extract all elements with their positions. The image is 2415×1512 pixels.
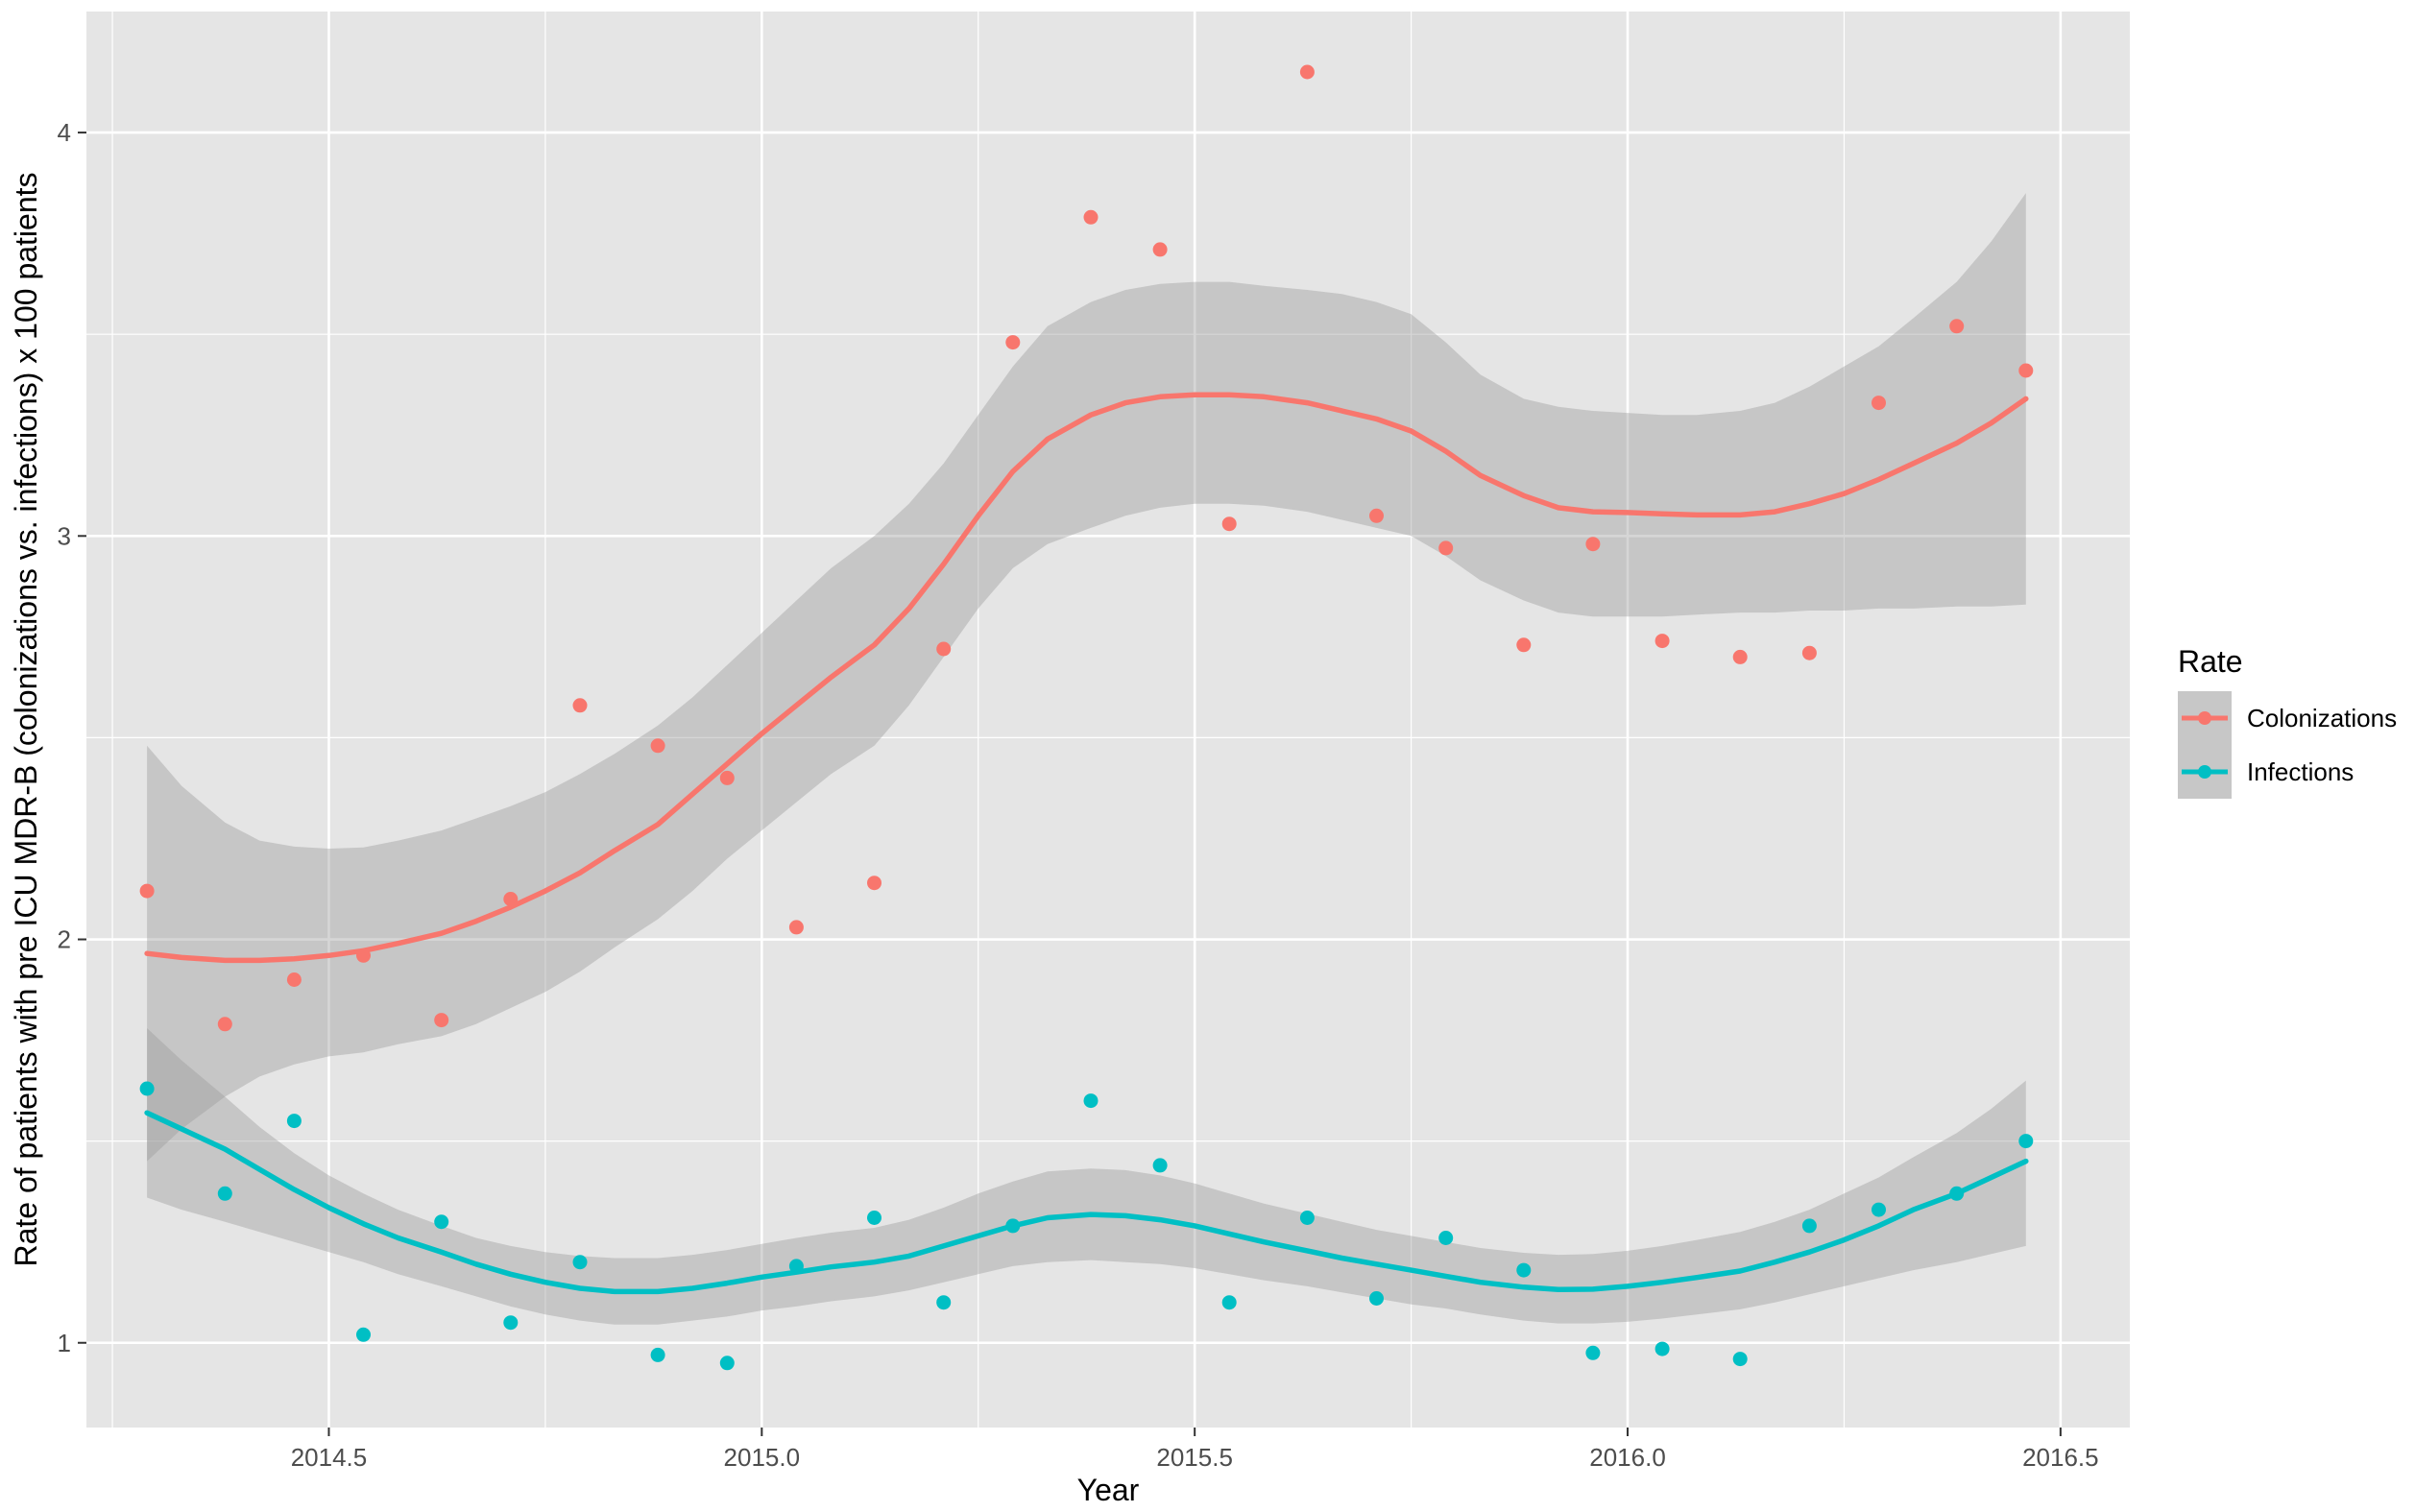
data-point-series-1 (1221, 1295, 1237, 1310)
data-point-series-1 (1438, 1231, 1454, 1245)
data-point-series-0 (286, 972, 302, 987)
data-point-series-1 (650, 1347, 665, 1362)
x-tick-label: 2016.5 (2022, 1443, 2099, 1472)
legend-key-point (2198, 765, 2211, 779)
data-point-series-1 (1585, 1345, 1601, 1360)
data-point-series-1 (572, 1255, 588, 1270)
data-point-series-0 (1654, 634, 1670, 649)
data-point-series-1 (217, 1186, 232, 1201)
data-point-series-1 (1083, 1093, 1099, 1109)
legend-label: Infections (2247, 757, 2354, 786)
y-tick-label: 2 (58, 925, 71, 954)
legend-keys: Colonizations Infections (2178, 691, 2397, 799)
data-point-series-0 (217, 1017, 232, 1032)
legend-key-point (2198, 711, 2211, 725)
x-axis-ticks: 2014.5 2015.0 2015.5 2016.0 2016.5 (291, 1428, 2099, 1472)
x-tick-label: 2014.5 (291, 1443, 368, 1472)
smooth-line-series-1 (144, 1110, 2029, 1295)
data-point-series-1 (1654, 1341, 1670, 1356)
data-point-series-0 (1369, 508, 1384, 523)
data-point-series-1 (2018, 1134, 2034, 1149)
y-tick-label: 3 (58, 521, 71, 550)
data-point-series-1 (719, 1356, 735, 1371)
y-axis-title: Rate of patients with pre ICU MDR-B (col… (9, 172, 43, 1266)
plot-panel (86, 12, 2130, 1428)
data-point-series-0 (139, 883, 155, 899)
gridlines-minor (86, 12, 2130, 1428)
x-tick-label: 2016.0 (1589, 1443, 1666, 1472)
data-points (139, 64, 2034, 1371)
data-point-series-1 (356, 1327, 371, 1342)
smooth-lines (144, 392, 2029, 1295)
data-point-series-0 (936, 641, 952, 657)
data-point-series-0 (1801, 645, 1817, 660)
data-point-series-0 (1083, 209, 1099, 225)
data-point-series-1 (936, 1295, 952, 1310)
data-point-series-1 (434, 1214, 449, 1230)
data-point-series-0 (719, 770, 735, 785)
data-point-series-0 (2018, 363, 2034, 378)
data-point-series-0 (1438, 540, 1454, 556)
confidence-band-series-1 (147, 1028, 2026, 1325)
data-point-series-0 (1949, 319, 1965, 334)
data-point-series-0 (1005, 335, 1021, 350)
data-point-series-0 (1221, 516, 1237, 532)
data-point-series-0 (788, 920, 804, 935)
y-tick-label: 4 (58, 118, 71, 147)
data-point-series-1 (1152, 1158, 1168, 1173)
legend-label: Colonizations (2247, 704, 2397, 732)
data-point-series-0 (1152, 242, 1168, 257)
data-point-series-1 (1732, 1352, 1748, 1367)
y-tick-label: 1 (58, 1329, 71, 1357)
data-point-series-0 (1585, 537, 1601, 552)
x-axis-title: Year (1077, 1473, 1140, 1507)
legend: Rate Colonizations Infections (2178, 644, 2397, 799)
data-point-series-1 (1516, 1262, 1532, 1278)
data-point-series-1 (1801, 1218, 1817, 1234)
data-point-series-0 (1516, 637, 1532, 653)
data-point-series-0 (434, 1013, 449, 1028)
data-point-series-0 (650, 738, 665, 754)
data-point-series-0 (1732, 649, 1748, 664)
y-axis-ticks: 1 2 3 4 (58, 118, 86, 1357)
data-point-series-0 (572, 698, 588, 713)
data-point-series-1 (1369, 1291, 1384, 1306)
data-point-series-0 (1872, 396, 1886, 411)
data-point-series-1 (1299, 1211, 1315, 1225)
data-point-series-0 (867, 876, 881, 891)
x-tick-label: 2015.5 (1156, 1443, 1233, 1472)
confidence-bands (147, 193, 2026, 1325)
confidence-band-series-0 (147, 193, 2026, 1162)
smooth-line-series-0 (144, 392, 2029, 964)
data-point-series-0 (1299, 64, 1315, 80)
gridlines-major (86, 12, 2130, 1428)
data-point-series-1 (1872, 1202, 1886, 1217)
data-point-series-1 (867, 1211, 881, 1225)
x-tick-label: 2015.0 (724, 1443, 801, 1472)
data-point-series-1 (139, 1081, 155, 1096)
legend-title: Rate (2178, 644, 2243, 679)
data-point-series-1 (286, 1114, 302, 1129)
data-point-series-1 (503, 1315, 519, 1331)
